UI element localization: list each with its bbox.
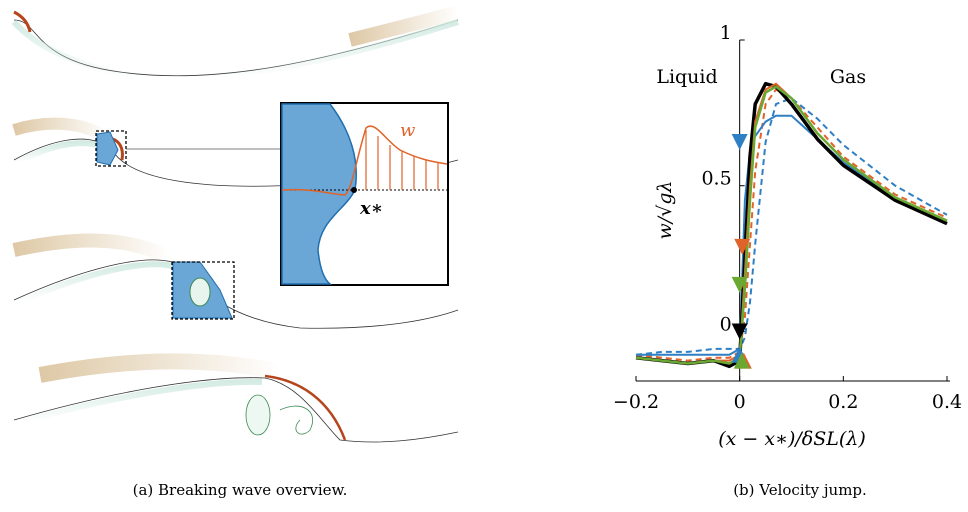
x-tick-label: 0	[734, 391, 746, 413]
x-tick-label: 0.4	[932, 391, 962, 413]
y-tick-label: 0.5	[701, 168, 731, 190]
caption: (b) Velocity jump.	[733, 481, 867, 499]
data-line	[636, 114, 948, 356]
data-line	[635, 81, 948, 369]
marker	[731, 276, 748, 293]
x-tick-label: 0.2	[828, 391, 858, 413]
marker	[734, 238, 751, 255]
zoom-boxes: w x∗	[95, 102, 449, 320]
inset-velocity-label: w	[400, 120, 416, 141]
marker	[731, 323, 748, 340]
inset-point-label: x∗	[359, 198, 383, 219]
annotation: Gas	[830, 66, 866, 88]
data-line	[635, 97, 948, 356]
data-line	[635, 88, 948, 362]
y-axis-label: w/√gλ	[654, 181, 676, 240]
y-tick-label: 0	[720, 313, 732, 335]
data-line	[635, 82, 948, 365]
data-line	[635, 85, 948, 365]
caption: (a) Breaking wave overview.	[133, 481, 348, 499]
x-tick-label: −0.2	[613, 391, 659, 413]
marker	[731, 134, 748, 151]
x-axis-label: (x − x∗)/δSL(λ)	[718, 428, 866, 450]
y-tick-label: 1	[720, 22, 732, 44]
annotation: Liquid	[656, 66, 717, 88]
marker	[733, 352, 750, 369]
